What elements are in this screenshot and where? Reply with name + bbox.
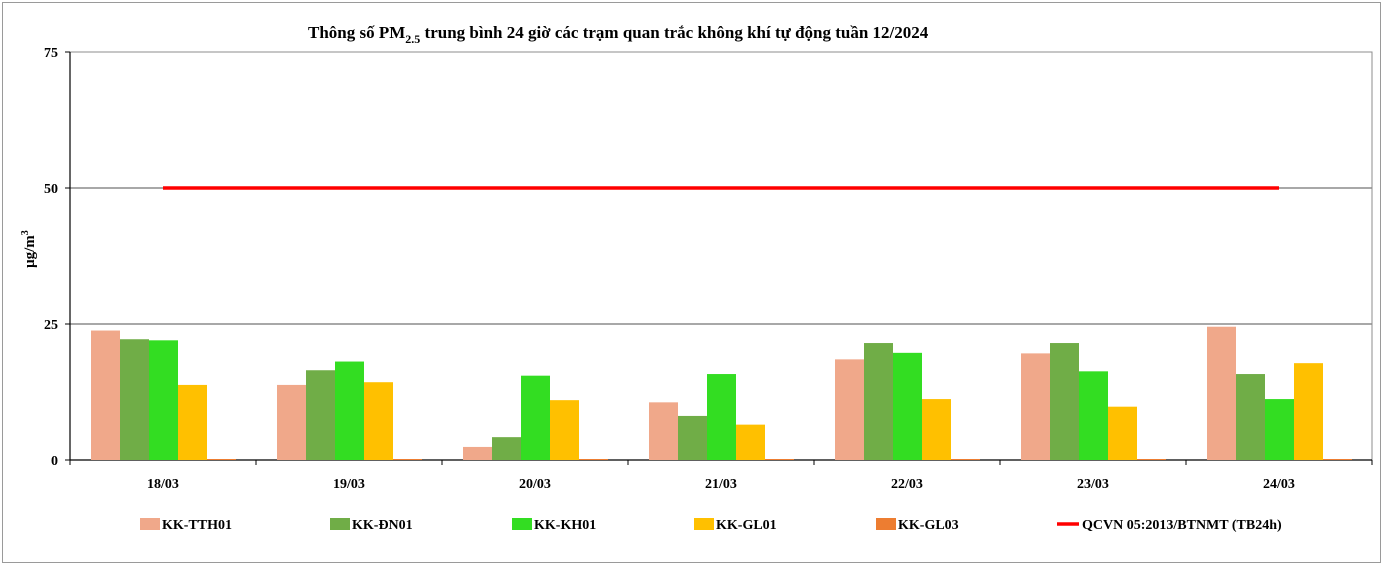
- legend-label-kk-kh01: KK-KH01: [534, 518, 596, 533]
- bar-kk-kh01: [521, 375, 550, 460]
- legend-swatch-kk-tth01: [140, 518, 160, 530]
- bar-kk-tth01: [835, 359, 864, 460]
- x-tick-label: 21/03: [705, 477, 737, 492]
- y-axis-label-superscript: 3: [20, 230, 31, 235]
- x-tick-label: 18/03: [147, 477, 179, 492]
- chart-title: Thông số PM2.5 trung bình 24 giờ các trạ…: [308, 23, 929, 46]
- bar-kk-gl03: [1137, 459, 1166, 460]
- y-tick-label: 25: [44, 318, 58, 333]
- x-tick-label: 22/03: [891, 477, 923, 492]
- legend-label-kk-đn01: KK-ĐN01: [352, 518, 413, 533]
- legend: KK-TTH01 KK-ĐN01 KK-KH01 KK-GL01 KK-GL03 QCVN…: [140, 518, 1282, 533]
- bar-kk-tth01: [463, 446, 492, 460]
- bar-kk-gl03: [207, 459, 236, 460]
- bar-kk-tth01: [277, 384, 306, 460]
- bar-kk-tth01: [91, 330, 120, 460]
- chart-title-rest: trung bình 24 giờ các trạm quan trắc khô…: [420, 23, 928, 42]
- bar-kk-tth01: [1021, 353, 1050, 460]
- y-axis-label-main: µg/m: [22, 235, 38, 268]
- bar-kk-gl03: [1323, 459, 1352, 460]
- x-tick-label: 24/03: [1263, 477, 1295, 492]
- legend-swatch-kk-gl03: [876, 518, 896, 530]
- bar-kk-gl01: [1294, 363, 1323, 460]
- legend-label-kk-gl01: KK-GL01: [716, 518, 777, 533]
- y-axis-label: µg/m3: [20, 230, 38, 268]
- legend-label-reference-line: QCVN 05:2013/BTNMT (TB24h): [1082, 518, 1282, 533]
- bar-kk-gl01: [922, 399, 951, 460]
- bar-kk-đn01: [306, 370, 335, 460]
- y-tick-label: 0: [51, 454, 58, 469]
- x-tick-label: 20/03: [519, 477, 551, 492]
- legend-swatch-kk-kh01: [512, 518, 532, 530]
- bar-kk-gl03: [393, 459, 422, 460]
- bar-kk-gl01: [364, 382, 393, 460]
- bar-kk-kh01: [893, 352, 922, 460]
- bar-kk-gl01: [736, 424, 765, 460]
- bar-kk-kh01: [1079, 371, 1108, 460]
- legend-swatch-kk-đn01: [330, 518, 350, 530]
- legend-label-kk-gl03: KK-GL03: [898, 518, 959, 533]
- bar-kk-tth01: [649, 402, 678, 460]
- bar-kk-đn01: [864, 343, 893, 460]
- bar-kk-đn01: [492, 437, 521, 460]
- bar-kk-kh01: [335, 361, 364, 460]
- bar-kk-gl03: [951, 459, 980, 460]
- bar-kk-gl03: [765, 459, 794, 460]
- y-tick-label: 50: [44, 182, 58, 197]
- bar-kk-gl01: [178, 384, 207, 460]
- bar-kk-kh01: [149, 340, 178, 460]
- bar-kk-tth01: [1207, 326, 1236, 460]
- bar-kk-đn01: [120, 339, 149, 460]
- bar-kk-gl01: [1108, 406, 1137, 460]
- bar-kk-gl03: [579, 459, 608, 460]
- x-tick-label: 23/03: [1077, 477, 1109, 492]
- bar-kk-đn01: [1050, 343, 1079, 460]
- bar-kk-kh01: [707, 374, 736, 460]
- y-tick-label: 75: [44, 46, 58, 61]
- bar-kk-gl01: [550, 400, 579, 460]
- chart-title-main: Thông số PM: [308, 23, 405, 42]
- x-tick-label: 19/03: [333, 477, 365, 492]
- bar-kk-đn01: [1236, 374, 1265, 460]
- plot-area: 0 25 50 75 18/03 19/03 20/03 21/03 22/03 23/03 24/…: [44, 46, 1373, 492]
- chart-title-subscript: 2.5: [405, 32, 420, 46]
- legend-swatch-kk-gl01: [694, 518, 714, 530]
- legend-label-kk-tth01: KK-TTH01: [162, 518, 232, 533]
- bar-kk-đn01: [678, 415, 707, 460]
- bar-kk-kh01: [1265, 399, 1294, 460]
